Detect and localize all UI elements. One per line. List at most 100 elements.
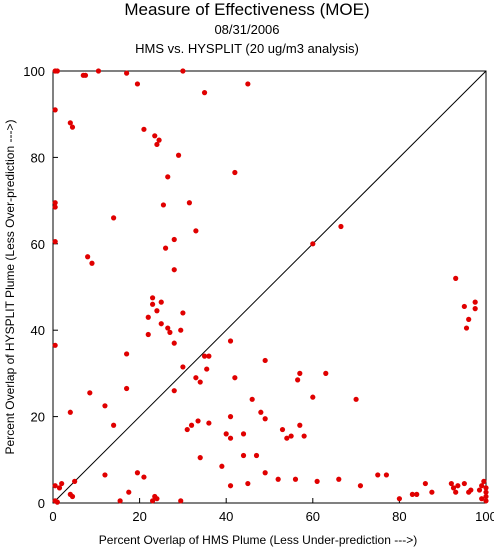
data-point	[149, 498, 156, 504]
data-point	[201, 90, 208, 96]
data-point	[206, 420, 212, 426]
data-point	[167, 329, 173, 335]
data-point	[197, 379, 203, 385]
data-point	[184, 426, 190, 433]
data-point	[483, 489, 489, 495]
data-point	[193, 375, 199, 381]
data-point	[448, 480, 454, 487]
data-point	[52, 204, 58, 210]
data-point	[72, 478, 78, 484]
data-point	[232, 169, 238, 176]
data-point	[141, 126, 147, 132]
data-point	[468, 487, 474, 493]
one-to-one-line	[52, 70, 487, 504]
data-point	[338, 223, 344, 230]
data-point	[195, 418, 201, 424]
data-point	[479, 483, 485, 489]
data-point	[82, 72, 89, 78]
y-tick-label: 40	[31, 323, 45, 338]
data-point	[450, 485, 457, 491]
data-point	[297, 370, 303, 376]
data-point	[134, 470, 141, 476]
data-point	[156, 137, 162, 143]
data-point	[422, 480, 428, 487]
data-point	[178, 327, 184, 333]
chart-title-block: Measure of Effectiveness (MOE) 08/31/200…	[0, 0, 494, 57]
data-point	[102, 403, 108, 409]
data-point	[186, 200, 192, 206]
data-point	[149, 301, 156, 307]
data-point	[227, 483, 234, 489]
data-point	[54, 499, 60, 505]
data-point	[52, 342, 58, 348]
data-point	[292, 476, 299, 482]
data-point	[483, 498, 489, 504]
data-point	[466, 316, 472, 322]
data-point	[145, 331, 151, 338]
data-point	[455, 483, 461, 489]
data-point	[336, 476, 342, 482]
data-point	[295, 377, 301, 383]
data-point	[56, 485, 63, 491]
data-point	[288, 433, 294, 439]
data-point	[323, 370, 329, 376]
data-point	[149, 295, 156, 301]
data-point	[258, 409, 264, 415]
data-point	[89, 260, 95, 266]
data-point	[245, 480, 251, 487]
data-point	[310, 394, 316, 400]
chart-subtitle: HMS vs. HYSPLIT (20 ug/m3 analysis)	[135, 41, 359, 56]
data-point	[262, 416, 268, 422]
data-point	[223, 431, 229, 437]
data-point	[314, 478, 320, 484]
data-point	[85, 254, 91, 260]
data-point	[204, 366, 210, 372]
data-point	[476, 487, 483, 493]
data-point	[67, 120, 73, 126]
data-point	[124, 70, 130, 76]
data-point	[479, 496, 485, 502]
data-point	[141, 474, 147, 480]
data-point	[253, 452, 260, 459]
data-point	[249, 396, 255, 402]
data-point	[67, 409, 73, 415]
data-point	[165, 174, 171, 180]
data-point	[284, 435, 290, 441]
data-point	[69, 124, 76, 130]
data-point	[171, 236, 177, 243]
data-point	[232, 375, 238, 381]
data-point	[409, 491, 415, 497]
data-point	[124, 385, 130, 392]
data-point	[134, 81, 141, 87]
data-point	[52, 239, 58, 245]
data-point	[481, 478, 487, 484]
data-point	[52, 483, 58, 489]
x-axis-label: Percent Overlap of HMS Plume (Less Under…	[99, 533, 417, 547]
data-point	[160, 202, 167, 208]
data-point	[87, 390, 93, 396]
data-point	[353, 396, 359, 402]
data-point	[245, 81, 251, 87]
data-point	[52, 107, 58, 113]
data-point	[171, 340, 177, 346]
data-point	[154, 496, 160, 502]
data-point	[59, 480, 65, 487]
data-point	[126, 489, 132, 495]
y-tick-label: 80	[31, 150, 45, 165]
data-point	[158, 321, 164, 327]
data-point	[227, 414, 234, 420]
data-point	[95, 68, 102, 74]
data-point	[124, 351, 130, 357]
data-point	[461, 480, 467, 487]
y-tick-label: 60	[31, 237, 45, 252]
data-point	[279, 426, 286, 433]
y-tick-label: 100	[23, 64, 45, 79]
chart-date: 08/31/2006	[214, 22, 280, 37]
data-point	[197, 455, 203, 461]
data-point	[178, 498, 184, 504]
data-point	[180, 364, 186, 370]
y-tick-label: 20	[31, 410, 45, 425]
x-tick-label: 60	[306, 509, 320, 524]
data-point	[472, 299, 478, 305]
